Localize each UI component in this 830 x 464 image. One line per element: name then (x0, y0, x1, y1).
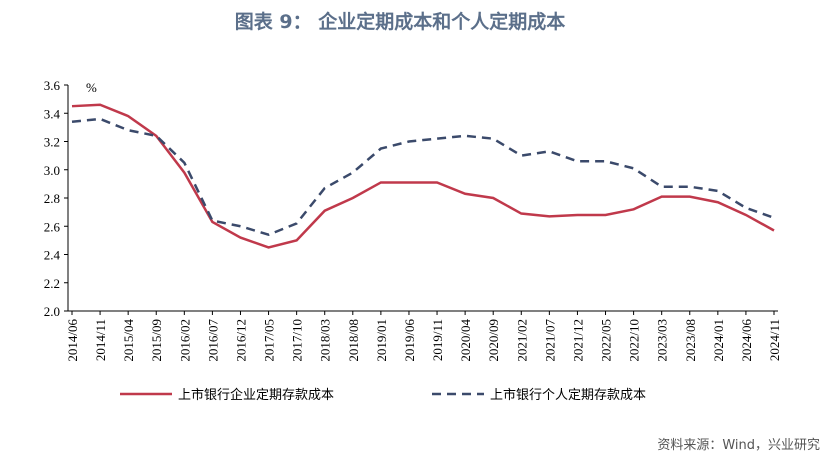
x-tick-label: 2020/04 (458, 319, 473, 362)
y-tick-label: 2.2 (44, 276, 60, 291)
x-tick-label: 2021/12 (570, 319, 585, 362)
x-tick-label: 2016/02 (177, 319, 192, 362)
x-tick-label: 2017/10 (290, 319, 305, 362)
source: 资料来源：Wind，兴业研究 (657, 438, 820, 453)
series-line (71, 117, 775, 237)
x-tick-label: 2018/08 (346, 319, 361, 362)
x-tick-label: 2024/06 (739, 319, 754, 362)
legend-label: 上市银行个人定期存款成本 (490, 387, 646, 403)
x-tick-label: 2021/02 (514, 319, 529, 362)
x-tick-label: 2019/01 (374, 319, 389, 362)
y-tick-label: 2.0 (44, 304, 60, 319)
x-tick-label: 2015/09 (149, 319, 164, 362)
legend-label: 上市银行企业定期存款成本 (178, 387, 334, 403)
x-tick-label: 2017/05 (262, 319, 277, 362)
chart-title: 图表 9： 企业定期成本和个人定期成本 (235, 10, 565, 33)
x-tick-label: 2014/06 (65, 319, 80, 362)
x-tick-label: 2023/08 (683, 319, 698, 362)
series-line (71, 103, 775, 249)
x-tick-label: 2018/03 (318, 319, 333, 362)
x-tick-label: 2016/12 (233, 319, 248, 362)
y-unit: % (86, 80, 97, 95)
x-tick-label: 2015/04 (121, 319, 136, 362)
y-tick-label: 2.8 (44, 191, 60, 206)
x-tick-label: 2023/03 (655, 319, 670, 362)
x-tick-label: 2014/11 (93, 319, 108, 361)
x-tick-label: 2022/05 (599, 319, 614, 362)
x-tick-label: 2020/09 (486, 319, 501, 362)
y-tick-label: 3.6 (44, 78, 61, 93)
x-tick-label: 2021/07 (542, 319, 557, 362)
x-tick-label: 2024/11 (767, 319, 782, 361)
y-tick-label: 2.6 (44, 219, 61, 234)
y-tick-label: 3.2 (44, 135, 60, 150)
x-tick-label: 2019/06 (402, 319, 417, 362)
x-tick-label: 2022/10 (627, 319, 642, 362)
y-tick-label: 3.0 (44, 163, 60, 178)
x-tick-label: 2019/11 (430, 319, 445, 361)
x-tick-label: 2024/01 (711, 319, 726, 362)
x-tick-label: 2016/07 (205, 319, 220, 362)
y-tick-label: 3.4 (44, 106, 61, 121)
y-tick-label: 2.4 (44, 248, 61, 263)
